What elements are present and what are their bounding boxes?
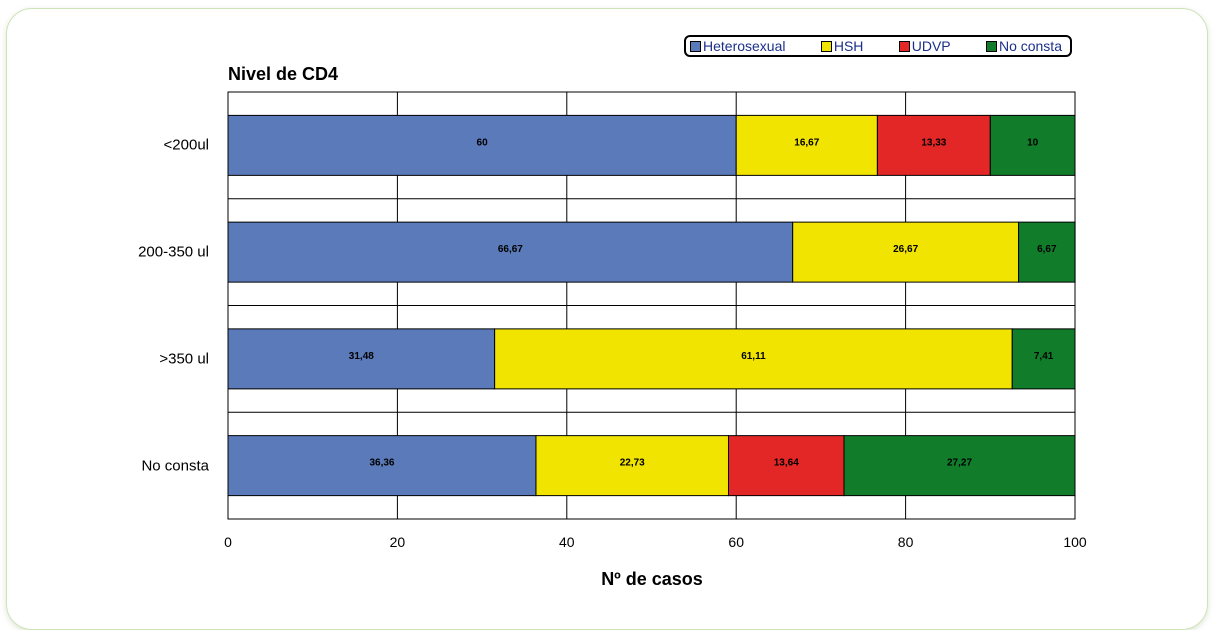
- legend-swatch: [985, 40, 997, 52]
- bar-segment: [1018, 221, 1076, 283]
- bar-segment: [735, 114, 878, 176]
- chart-legend: Heterosexual HSH UDVP No consta: [684, 35, 1072, 57]
- data-label: 60: [477, 137, 489, 148]
- legend-label: UDVP: [911, 38, 951, 54]
- legend-label: HSH: [833, 38, 864, 54]
- x-tick-label: 80: [898, 534, 914, 550]
- legend-label: Heterosexual: [703, 38, 786, 54]
- data-label: 10: [1027, 137, 1039, 148]
- bar-segment: [535, 435, 729, 497]
- bar-segment: [227, 221, 794, 283]
- data-label: 36,36: [369, 458, 394, 469]
- bar-chart: Nivel de CD4 Nº de casos 0 20 40 60 80 100 60 1…: [224, 64, 1087, 589]
- data-label: 31,48: [349, 351, 374, 362]
- legend-label: No consta: [998, 38, 1062, 54]
- legend-swatch: [820, 40, 832, 52]
- bar-segment: [227, 328, 496, 390]
- bar-segment: [727, 435, 845, 497]
- bar-segment: [494, 328, 1013, 390]
- x-tick-label: 40: [559, 534, 575, 550]
- data-label: 22,73: [620, 458, 645, 469]
- category-label: <200ul: [163, 136, 209, 154]
- legend-item: UDVP: [898, 38, 951, 54]
- bar-segment: [989, 114, 1076, 176]
- category-label: 200-350 ul: [138, 243, 209, 261]
- category-label: No consta: [141, 457, 209, 475]
- x-tick-label: 100: [1063, 534, 1087, 550]
- x-tick-label: 60: [728, 534, 744, 550]
- legend-item: No consta: [985, 38, 1062, 54]
- plot-border: [227, 91, 1076, 520]
- legend-item: HSH: [820, 38, 864, 54]
- data-label: 16,67: [794, 137, 819, 148]
- bar-segment: [792, 221, 1020, 283]
- x-axis-label: Nº de casos: [601, 569, 703, 589]
- bar-segment: [876, 114, 991, 176]
- data-label: 6,67: [1037, 244, 1057, 255]
- x-tick-label: 0: [224, 534, 232, 550]
- legend-swatch: [690, 40, 701, 52]
- data-label: 26,67: [893, 244, 918, 255]
- data-label: 13,33: [921, 137, 946, 148]
- legend-swatch: [898, 40, 910, 52]
- data-label: 66,67: [498, 244, 523, 255]
- bar-segment: [843, 435, 1076, 497]
- x-tick-label: 20: [390, 534, 406, 550]
- legend-item: Heterosexual: [690, 38, 786, 54]
- bar-segment: [1011, 328, 1076, 390]
- category-label: >350 ul: [159, 350, 209, 368]
- data-label: 7,41: [1034, 351, 1054, 362]
- bar-segment: [227, 435, 537, 497]
- data-label: 27,27: [947, 458, 972, 469]
- data-label: 13,64: [774, 458, 799, 469]
- data-label: 61,11: [741, 351, 766, 362]
- chart-title: Nivel de CD4: [228, 64, 338, 84]
